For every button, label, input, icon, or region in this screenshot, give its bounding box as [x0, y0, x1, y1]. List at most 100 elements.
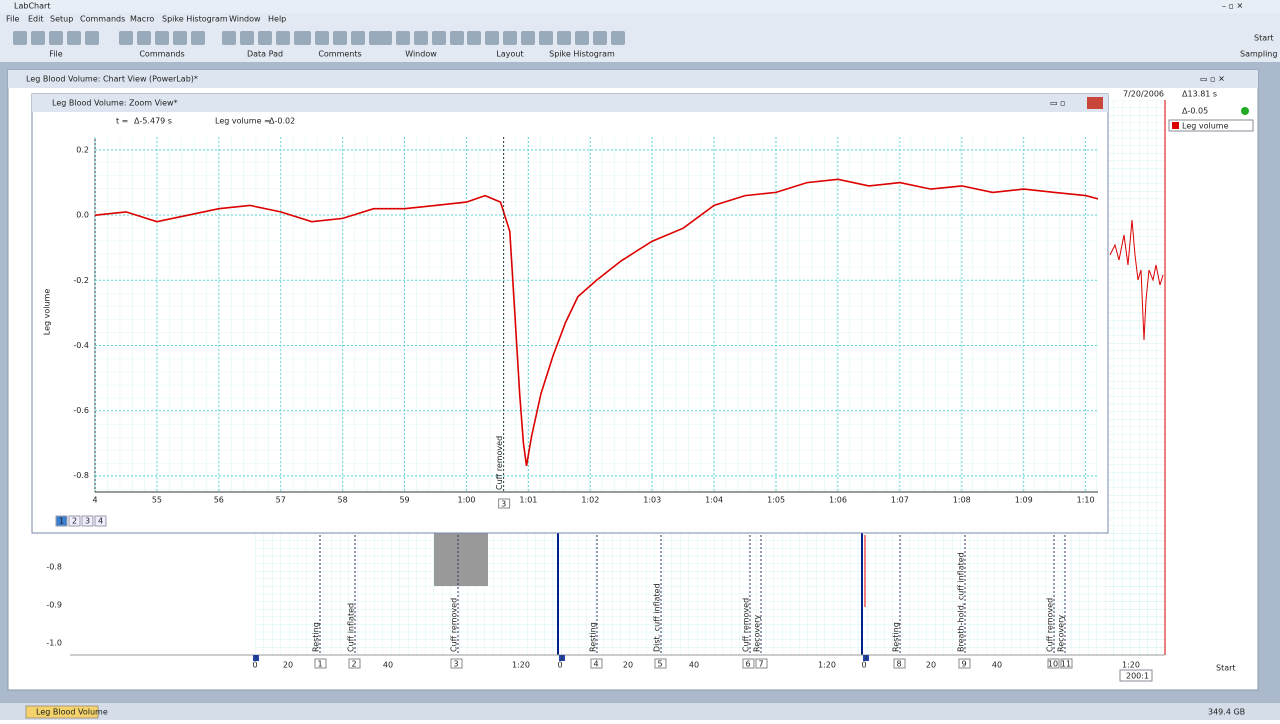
toolbar-icon[interactable] — [414, 31, 428, 45]
toolbar-icon[interactable] — [467, 31, 481, 45]
menu-item[interactable]: Window — [229, 15, 261, 24]
zoom-title: Leg Blood Volume: Zoom View* — [52, 99, 178, 108]
comment-marker[interactable] — [1060, 658, 1073, 669]
toolbar-icon[interactable] — [222, 31, 236, 45]
toolbar-icon[interactable] — [432, 31, 446, 45]
close-button[interactable] — [1087, 97, 1103, 109]
menu-item[interactable]: File — [6, 15, 19, 24]
page-tab-label: 1 — [59, 517, 64, 526]
toolbar-icon[interactable] — [240, 31, 254, 45]
toolbar-group-label: Spike Histogram — [549, 50, 615, 59]
channel-select[interactable] — [1168, 119, 1254, 132]
page-tab[interactable] — [94, 515, 107, 527]
status-dot — [1241, 107, 1249, 115]
toolbar-icon[interactable] — [13, 31, 27, 45]
toolbar-icon[interactable] — [85, 31, 99, 45]
window-controls[interactable]: – ▫ ✕ — [1222, 2, 1243, 11]
selection — [434, 533, 488, 586]
toolbar-icon[interactable] — [191, 31, 205, 45]
menu-item[interactable]: Edit — [28, 15, 44, 24]
toolbar-icon[interactable] — [31, 31, 45, 45]
toolbar-icon[interactable] — [351, 31, 365, 45]
menu-item[interactable]: Help — [268, 15, 286, 24]
toolbar-icon[interactable] — [155, 31, 169, 45]
zoom-ratio-box[interactable] — [1119, 669, 1153, 682]
toolbar-icon[interactable] — [503, 31, 517, 45]
toolbar-icon[interactable] — [593, 31, 607, 45]
toolbar-icon[interactable] — [297, 31, 311, 45]
toolbar-icon[interactable] — [119, 31, 133, 45]
menu-item[interactable]: Spike Histogram — [162, 15, 228, 24]
comment-number: 4 — [593, 660, 598, 669]
toolbar-icon[interactable] — [575, 31, 589, 45]
trace-fragment — [1109, 219, 1164, 341]
app-title: LabChart — [14, 2, 50, 11]
toolbar — [0, 13, 1280, 62]
comment-marker[interactable] — [654, 658, 667, 669]
x-tick-label: 1:09 — [1015, 496, 1033, 505]
comment-marker[interactable] — [958, 658, 971, 669]
comment-number: 3 — [501, 500, 506, 509]
zoom-controls[interactable]: ▭ ▫ — [1050, 99, 1066, 108]
time-label: 0 — [861, 661, 866, 670]
comment-marker[interactable] — [742, 658, 755, 669]
time-label: 20 — [926, 661, 936, 670]
page-tab[interactable] — [55, 515, 68, 527]
comment-marker[interactable] — [314, 658, 327, 669]
comment-marker[interactable] — [1047, 658, 1060, 669]
menu-item[interactable]: Setup — [50, 15, 73, 24]
start-button[interactable]: Start — [1254, 34, 1274, 43]
toolbar-icon[interactable] — [378, 31, 392, 45]
comment: Breath-hold, cuff inflated — [957, 552, 966, 652]
toolbar-icon[interactable] — [539, 31, 553, 45]
comment-marker[interactable] — [498, 498, 511, 509]
comment-marker[interactable] — [590, 658, 603, 669]
taskbar-item-label: Leg Blood Volume — [36, 708, 108, 717]
menu-item[interactable]: Commands — [80, 15, 125, 24]
comment-marker[interactable] — [450, 658, 463, 669]
x-tick-label: 1:02 — [581, 496, 599, 505]
block-number: 3 — [864, 656, 867, 662]
comment: Cuff removed — [742, 598, 751, 652]
comment: Cuff removed — [1046, 598, 1055, 652]
toolbar-icon[interactable] — [450, 31, 464, 45]
block-number: 2 — [560, 656, 563, 662]
zoom-ratio: 200:1 — [1126, 672, 1149, 681]
toolbar-icon[interactable] — [611, 31, 625, 45]
toolbar-icon[interactable] — [258, 31, 272, 45]
toolbar-icon[interactable] — [485, 31, 499, 45]
time-label: 40 — [383, 661, 393, 670]
toolbar-icon[interactable] — [396, 31, 410, 45]
toolbar-icon[interactable] — [521, 31, 535, 45]
page-tab[interactable] — [81, 515, 94, 527]
comment-marker[interactable] — [755, 658, 768, 669]
toolbar-icon[interactable] — [173, 31, 187, 45]
comment: Recovery — [753, 615, 762, 652]
toolbar-icon[interactable] — [137, 31, 151, 45]
comment-marker[interactable] — [893, 658, 906, 669]
toolbar-icon[interactable] — [557, 31, 571, 45]
toolbar-icon[interactable] — [67, 31, 81, 45]
time-label: 0 — [252, 661, 257, 670]
toolbar-icon[interactable] — [315, 31, 329, 45]
time-label: 0 — [557, 661, 562, 670]
comment-marker[interactable] — [348, 658, 361, 669]
toolbar-icon[interactable] — [333, 31, 347, 45]
taskbar-item[interactable] — [25, 705, 99, 719]
toolbar-icon[interactable] — [276, 31, 290, 45]
page-tab[interactable] — [68, 515, 81, 527]
comment-number: 9 — [961, 660, 966, 669]
toolbar-icon[interactable] — [49, 31, 63, 45]
comment: Cuff removed — [495, 436, 504, 490]
x-tick-label: 1:10 — [1077, 496, 1095, 505]
y-axis-label: Leg volume — [43, 289, 52, 336]
menu-item[interactable]: Macro — [130, 15, 154, 24]
y-label: -0.8 — [46, 563, 62, 572]
start-button[interactable]: Start — [1216, 664, 1236, 673]
time-label: 1:20 — [1122, 661, 1140, 670]
title-bar — [0, 0, 1280, 13]
comment: Resting — [312, 622, 321, 652]
chart-view-controls[interactable]: ▭ ▫ ✕ — [1200, 75, 1225, 84]
page-tab-label: 3 — [85, 517, 90, 526]
